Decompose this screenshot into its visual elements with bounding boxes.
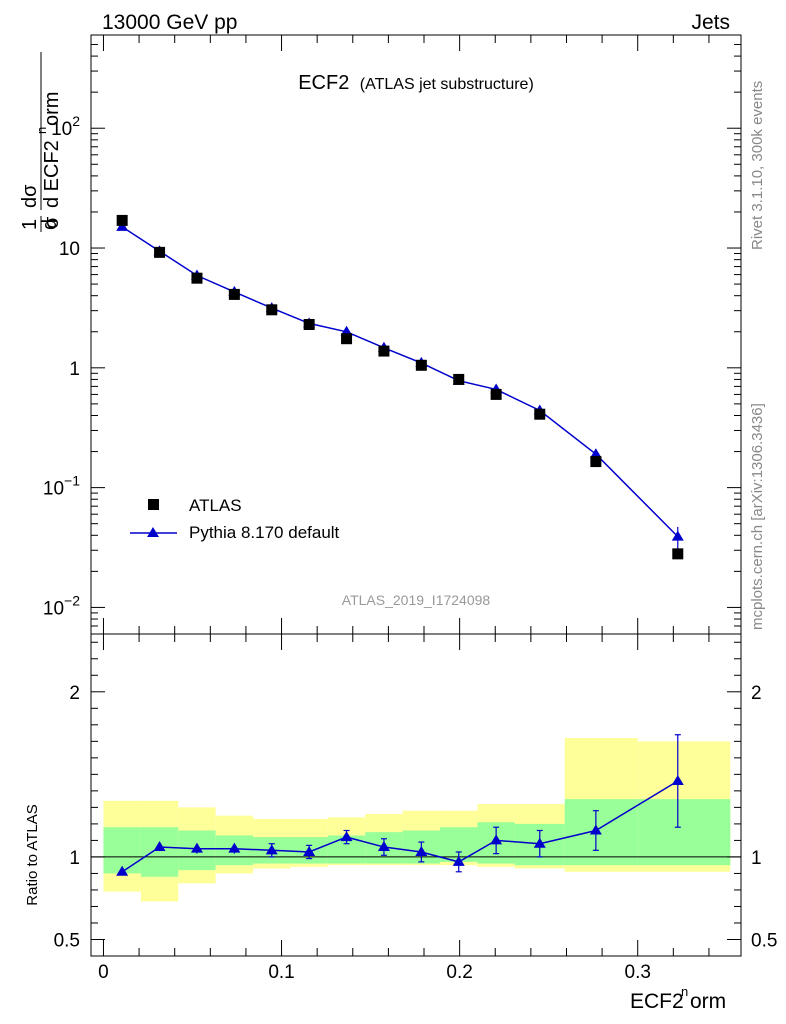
svg-text:d: d: [39, 219, 61, 230]
mc-point-ratio-6: [340, 831, 353, 842]
legend: ATLAS Pythia 8.170 default: [130, 496, 340, 542]
ratio-frame: [90, 633, 742, 957]
mc-point-ratio-7: [377, 841, 390, 852]
plot-title-sub: (ATLAS jet substructure): [360, 76, 534, 93]
mc-point-main-0: [116, 220, 129, 231]
mc-point-ratio-13: [671, 774, 684, 785]
x-tick-label-0: 0: [98, 962, 109, 983]
legend-label-atlas: ATLAS: [189, 496, 242, 515]
header-right: Jets: [691, 11, 730, 34]
y-tick-label-ratio-right-2: 2: [751, 683, 762, 704]
data-point-2: [191, 272, 203, 284]
y-tick-label-main-1: 10−1: [43, 473, 80, 500]
y-tick-label-main-0: 10−2: [43, 592, 80, 619]
data-series-main: [116, 214, 684, 560]
y-axis-label-main: 1 d σ σ dσ d ECF2 n orm: [19, 52, 63, 232]
main-frame: [90, 34, 742, 635]
mc-point-main-13: [671, 530, 684, 541]
data-point-1: [154, 246, 166, 258]
y-tick-label-main-3: 10: [59, 239, 80, 260]
analysis-id: ATLAS_2019_I1724098: [342, 592, 491, 608]
svg-text:n: n: [34, 127, 49, 134]
mc-point-ratio-3: [228, 842, 241, 853]
svg-text:dσ: dσ: [19, 184, 41, 208]
svg-text:orm: orm: [41, 92, 63, 126]
mc-point-ratio-9: [452, 855, 465, 866]
y-tick-label-ratio-right-1: 1: [751, 848, 762, 869]
data-point-13: [672, 548, 684, 560]
y-axis-label-ratio: Ratio to ATLAS: [24, 804, 41, 905]
mc-series-ratio: [116, 734, 684, 876]
data-point-11: [534, 408, 546, 420]
header-left: 13000 GeV pp: [102, 11, 237, 34]
data-point-12: [590, 456, 602, 468]
plot-title-main: ECF2: [298, 72, 349, 94]
x-tick-label-1: 0.1: [268, 962, 294, 983]
y-tick-label-ratio-left-2: 2: [69, 683, 80, 704]
mc-point-ratio-10: [490, 834, 503, 845]
svg-text:σ: σ: [41, 216, 63, 229]
band-inner-12: [564, 799, 638, 866]
svg-text:orm: orm: [690, 990, 726, 1013]
legend-marker-pythia: [147, 527, 159, 537]
data-point-0: [116, 214, 128, 226]
band-inner-0: [103, 827, 141, 874]
mc-point-ratio-12: [589, 824, 602, 835]
data-point-7: [378, 345, 390, 357]
svg-text:n: n: [681, 984, 688, 999]
data-point-9: [453, 373, 465, 385]
legend-label-pythia: Pythia 8.170 default: [189, 523, 340, 542]
svg-text:1: 1: [19, 219, 41, 230]
band-inner-1: [140, 827, 179, 877]
x-tick-label-3: 0.3: [625, 962, 651, 983]
mc-line-ratio: [121, 780, 679, 873]
legend-marker-atlas: [148, 499, 159, 510]
y-tick-label-ratio-right-0: 0.5: [751, 930, 777, 951]
mc-point-ratio-1: [153, 841, 166, 852]
mc-point-ratio-5: [303, 845, 316, 856]
data-point-4: [266, 304, 278, 316]
plot-title: ECF2 (ATLAS jet substructure): [298, 72, 534, 94]
uncertainty-bands: [103, 738, 731, 902]
y-tick-label-main-4: 102: [51, 113, 80, 140]
data-point-5: [303, 318, 315, 330]
data-point-3: [228, 288, 240, 300]
mc-point-ratio-2: [190, 842, 203, 853]
mc-point-main-12: [589, 448, 602, 459]
data-point-8: [415, 359, 427, 371]
y-tick-label-main-2: 1: [69, 359, 80, 380]
svg-text:ECF2: ECF2: [630, 990, 684, 1013]
x-axis-label: ECF2 n orm: [630, 984, 726, 1013]
band-inner-13: [637, 799, 731, 866]
svg-text:d ECF2: d ECF2: [41, 140, 63, 208]
x-tick-label-2: 0.2: [446, 962, 472, 983]
mc-point-ratio-4: [265, 844, 278, 855]
data-point-10: [490, 388, 502, 400]
y-tick-label-ratio-left-0: 0.5: [54, 930, 80, 951]
mc-point-ratio-8: [415, 845, 428, 856]
mc-point-ratio-11: [533, 837, 546, 848]
mc-point-ratio-0: [116, 865, 129, 876]
rivet-label: Rivet 3.1.10, 300k events: [749, 81, 766, 250]
y-tick-label-ratio-left-1: 1: [69, 848, 80, 869]
mc-line-main: [121, 226, 679, 538]
data-point-6: [341, 333, 353, 345]
mcplots-label: mcplots.cern.ch [arXiv:1306.3436]: [749, 403, 766, 630]
